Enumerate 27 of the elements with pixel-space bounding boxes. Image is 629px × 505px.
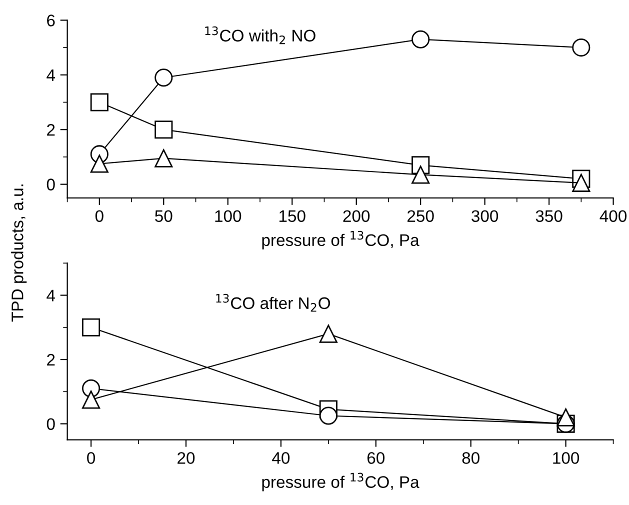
y-tick-label: 4 [46,69,56,81]
annotation: $^{13}$CO after N$_{2}$O [216,294,330,312]
x-tick-label: 0 [95,210,104,222]
x-tick-label: 20 [178,452,195,464]
x-tick-label: 0 [87,452,96,464]
x-tick-label: 150 [279,210,306,222]
x-tick-label: 40 [272,452,290,464]
x-tick-label: 300 [472,210,498,222]
y-tick-label: 4 [46,290,56,302]
x-tick-label: 200 [343,210,370,222]
x-tick-label: 80 [462,452,480,464]
x-axis-title: pressure of $^{13}$CO, Pa [262,472,420,492]
annotation: $^{13}$CO with$_{2}$ NO [205,26,316,44]
y-tick-label: 2 [47,124,55,136]
x-tick-label: 60 [367,452,385,464]
y-tick-label: 0 [46,178,55,190]
x-tick-label: 50 [155,210,172,222]
x-tick-label: 250 [408,210,434,222]
y-tick-label: 2 [47,354,55,366]
x-axis-title: pressure of $^{13}$CO, Pa [262,230,420,250]
x-tick-label: 350 [536,210,562,222]
x-tick-label: 400 [600,210,627,222]
y-tick-label: 6 [47,14,55,26]
x-tick-label: 100 [215,210,242,222]
y-axis-title: TPD products, a.u. [11,184,27,322]
y-tick-label: 0 [46,418,55,430]
x-tick-label: 100 [553,452,580,464]
